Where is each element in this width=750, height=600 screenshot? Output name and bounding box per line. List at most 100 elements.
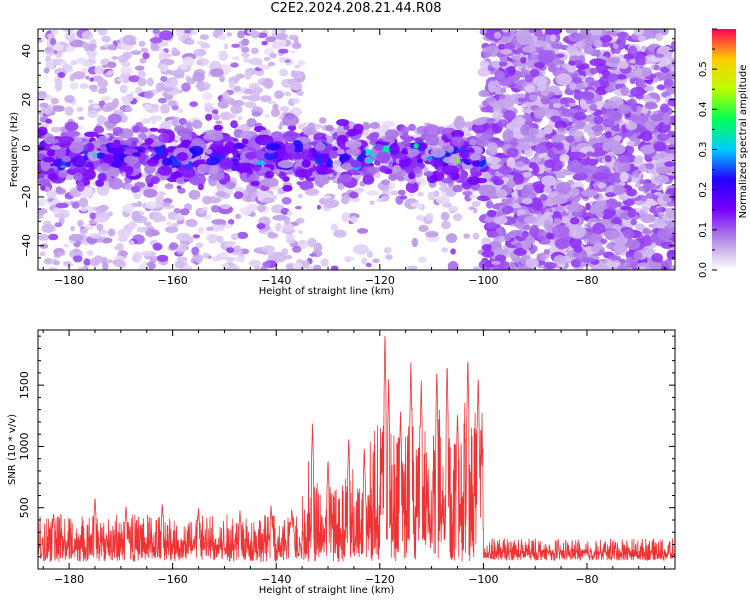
spectrogram-cell [415, 215, 425, 221]
spectrogram-cell [159, 30, 174, 41]
spectrogram-cell [46, 150, 55, 157]
spectrogram-cell [151, 141, 164, 147]
spectrogram-cell [54, 81, 63, 92]
spectrogram-cell [353, 244, 369, 255]
spectrogram-cell [224, 223, 233, 229]
spectrogram-cell [587, 158, 597, 166]
spectrogram-cell [381, 195, 389, 202]
spectrogram-cell [167, 100, 177, 107]
colorbar-tick-label: 0.2 [698, 182, 709, 198]
spectrogram-cell [187, 39, 195, 45]
spectrogram-cell [42, 156, 55, 163]
spectrogram-cell [38, 91, 47, 99]
spectrogram-cell [71, 202, 80, 209]
spectrogram-cell [548, 85, 560, 93]
spectrogram-cell [660, 29, 669, 36]
spectrogram-cell [227, 219, 235, 225]
spectrogram-cell [239, 130, 254, 140]
spectrogram-cell [485, 200, 494, 209]
spectrogram-cell [126, 229, 133, 233]
spectrogram-cell [241, 172, 247, 181]
spectrogram-cell [63, 261, 72, 265]
spectrogram-cell [293, 37, 299, 44]
spectrogram-cell [70, 60, 78, 66]
spectrogram-cell [592, 172, 609, 181]
spectrogram-cell [476, 135, 490, 147]
spectrogram-cell [480, 106, 492, 113]
spectrogram-cell [176, 243, 188, 253]
spectrogram-cell [294, 205, 302, 210]
spectrogram-cell [268, 231, 275, 236]
spectrogram-cell [469, 167, 478, 175]
x-tick-label: −100 [468, 573, 498, 586]
spectrogram-cell [499, 93, 506, 100]
spectrogram-cell [608, 110, 623, 121]
spectrogram-cell [613, 184, 625, 196]
spectrogram-cell [607, 73, 619, 82]
spectrogram-cell [71, 155, 87, 168]
y-tick-label: 20 [20, 93, 33, 107]
spectrogram-cell [244, 69, 252, 80]
spectrogram-cell [241, 46, 250, 53]
spectrogram-cell [524, 84, 536, 93]
spectrogram-cell [620, 236, 628, 245]
spectrogram-cell [494, 70, 506, 81]
spectrogram-cell [142, 52, 150, 60]
spectrogram-cell [477, 195, 491, 202]
spectrogram-cell [261, 40, 268, 46]
spectrogram-cell [120, 95, 134, 103]
spectrogram-cell [606, 261, 621, 268]
spectrogram-cell [169, 242, 179, 250]
spectrogram-cell [589, 103, 598, 112]
spectrogram-cell [504, 234, 511, 242]
spectrogram-cell [54, 213, 66, 218]
spectrogram-cell [341, 212, 351, 223]
spectrogram-cell [250, 30, 260, 39]
spectrogram-cell [260, 95, 272, 103]
spectrogram-cell [397, 153, 408, 161]
spectrogram-cell [281, 248, 289, 256]
spectrogram-cell [480, 155, 486, 160]
spectrogram-cell [666, 220, 675, 229]
spectrogram-cell [285, 59, 291, 63]
spectrogram-cell [230, 62, 239, 68]
spectrogram-cell [85, 75, 90, 80]
spectrogram-cell [206, 156, 220, 166]
spectrogram-cell [523, 215, 538, 224]
spectrogram-cell [57, 136, 75, 144]
spectrogram-cell [389, 143, 400, 155]
spectrogram-cell [633, 29, 644, 36]
spectrogram-cell [626, 188, 637, 197]
spectrogram-cell [473, 266, 480, 270]
spectrogram-cell [580, 261, 588, 267]
spectrogram-cell [529, 156, 542, 163]
spectrogram-cell [178, 118, 187, 126]
spectrogram-cell [122, 34, 136, 46]
spectrogram-cell [132, 125, 141, 133]
spectrogram-cell [302, 260, 310, 269]
y-tick-label: 1000 [18, 432, 31, 460]
spectrogram-cell [612, 42, 620, 49]
spectrogram-cell [331, 164, 339, 169]
spectrogram-cell [559, 153, 570, 163]
spectrogram-cell [385, 254, 393, 260]
spectrogram-cell [85, 142, 95, 152]
spectrogram-cell [543, 126, 553, 135]
spectrogram-cell [613, 135, 623, 141]
spectrogram-cell [365, 262, 372, 268]
spectrogram-cell [51, 29, 59, 35]
spectrogram-cell [546, 232, 555, 240]
spectrogram-cell [199, 34, 209, 40]
spectrogram-cell [93, 125, 105, 134]
spectrogram-cell [614, 47, 621, 55]
spectrogram-cell [152, 29, 161, 34]
spectrogram-cell [97, 172, 107, 182]
spectrogram-cell [228, 80, 236, 89]
x-tick-label: −80 [575, 573, 598, 586]
spectrogram-cell [539, 252, 546, 262]
spectrogram-cell [323, 198, 335, 208]
spectrogram-cell [383, 246, 392, 254]
spectrogram-cell [257, 204, 266, 212]
spectrogram-cell [291, 42, 302, 49]
spectrogram-cell [39, 251, 46, 256]
